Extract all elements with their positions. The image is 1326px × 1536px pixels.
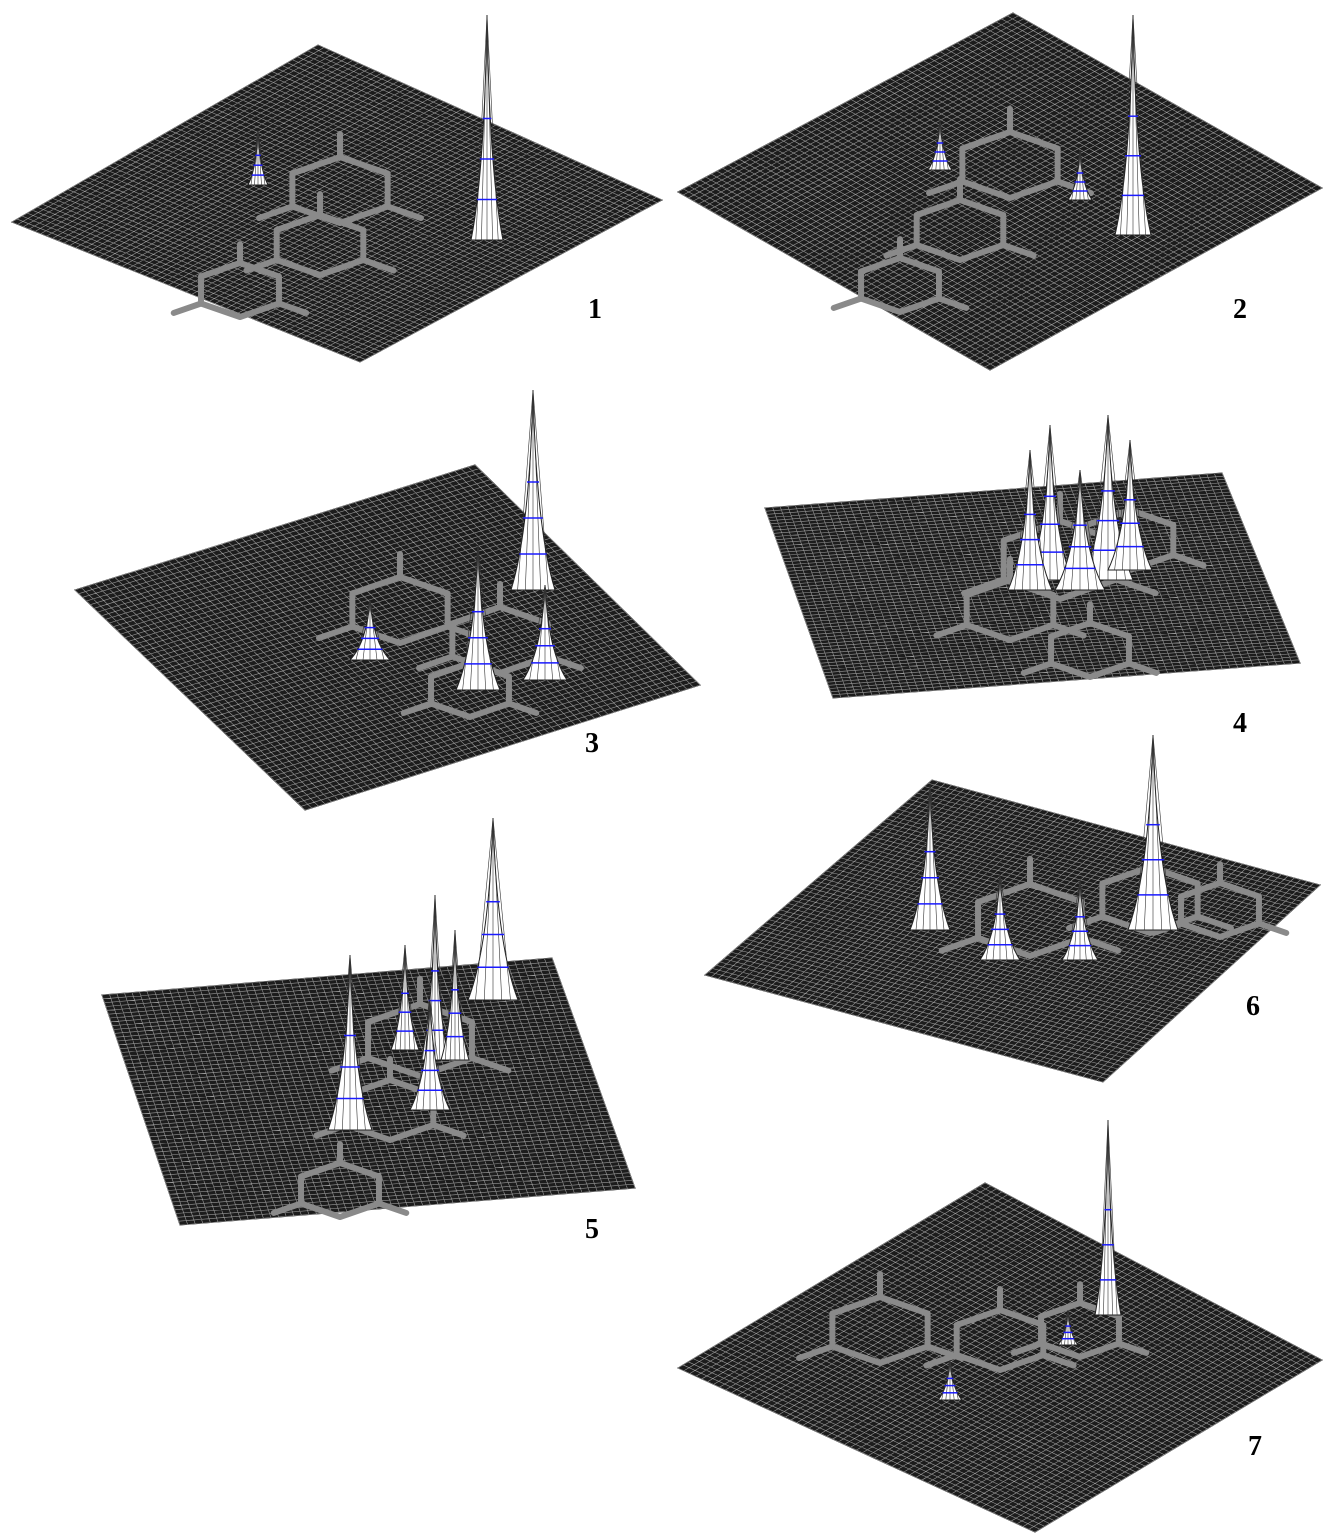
surface-panel	[765, 415, 1300, 698]
surface-panel	[678, 13, 1322, 370]
surface-panel	[705, 735, 1320, 1082]
panel-label: 3	[585, 728, 599, 759]
molecule-bond	[834, 299, 861, 308]
panel-label: 7	[1248, 1431, 1262, 1462]
surface-panel	[102, 818, 635, 1225]
surface-panel	[12, 15, 662, 362]
molecule-bond	[174, 304, 201, 313]
page: 1 2 3 4 5 6 7 (() => { const data = JSON…	[0, 0, 1326, 1536]
surface-plane	[705, 780, 1320, 1082]
panel-label: 4	[1233, 708, 1247, 739]
panel-label: 1	[588, 294, 602, 325]
panel-label: 5	[585, 1214, 599, 1245]
density-peak	[1095, 1120, 1121, 1315]
figure: 1 2 3 4 5 6 7	[0, 0, 1326, 1536]
panel-label: 2	[1233, 294, 1247, 325]
surface-panel	[75, 390, 700, 810]
panels	[12, 13, 1322, 1532]
panel-label: 6	[1246, 991, 1260, 1022]
surface-panel	[678, 1120, 1322, 1532]
